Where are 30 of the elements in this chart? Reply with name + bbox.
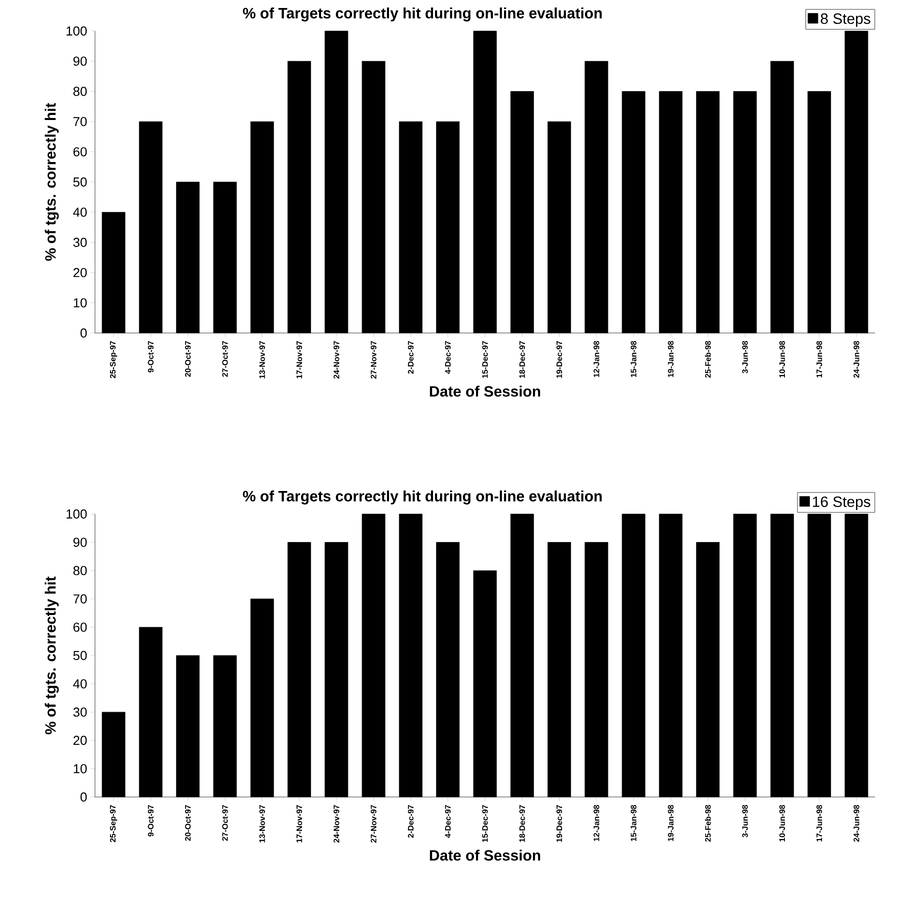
x-axis-title: Date of Session xyxy=(430,850,540,861)
legend-label: 16 Steps xyxy=(812,496,870,510)
y-tick-label: 100 xyxy=(66,26,87,36)
y-tick-label: 0 xyxy=(80,792,87,802)
y-tick-label: 30 xyxy=(73,708,87,717)
y-tick-label: 90 xyxy=(73,56,87,66)
y-tick-label: 70 xyxy=(73,594,87,604)
y-tick-label: 90 xyxy=(73,538,87,547)
y-tick-label: 40 xyxy=(73,679,87,688)
x-axis-title: Date of Session xyxy=(430,386,540,397)
y-tick-label: 0 xyxy=(80,328,87,338)
y-tick-label: 80 xyxy=(73,566,87,576)
y-axis-title: % of tgts. correctly hit xyxy=(44,576,59,734)
y-tick-label: 30 xyxy=(73,238,87,247)
y-tick-label: 40 xyxy=(73,208,87,217)
y-tick-label: 60 xyxy=(73,147,87,156)
y-tick-label: 70 xyxy=(73,117,87,126)
y-tick-label: 100 xyxy=(66,509,87,519)
legend-label: 8 Steps xyxy=(820,13,870,27)
y-tick-label: 20 xyxy=(73,268,87,278)
chart-title: % of Targets correctly hit during on-line evaluation xyxy=(242,490,602,504)
y-tick-label: 50 xyxy=(73,177,87,187)
y-tick-label: 20 xyxy=(73,736,87,745)
y-tick-label: 60 xyxy=(73,622,87,632)
y-tick-label: 80 xyxy=(73,86,87,96)
y-tick-label: 50 xyxy=(73,650,87,660)
y-tick-label: 10 xyxy=(74,298,87,308)
chart-title: % of Targets correctly hit during on-line evaluation xyxy=(242,7,602,22)
y-axis-title: % of tgts. correctly hit xyxy=(44,103,59,261)
y-tick-label: 10 xyxy=(74,764,87,774)
